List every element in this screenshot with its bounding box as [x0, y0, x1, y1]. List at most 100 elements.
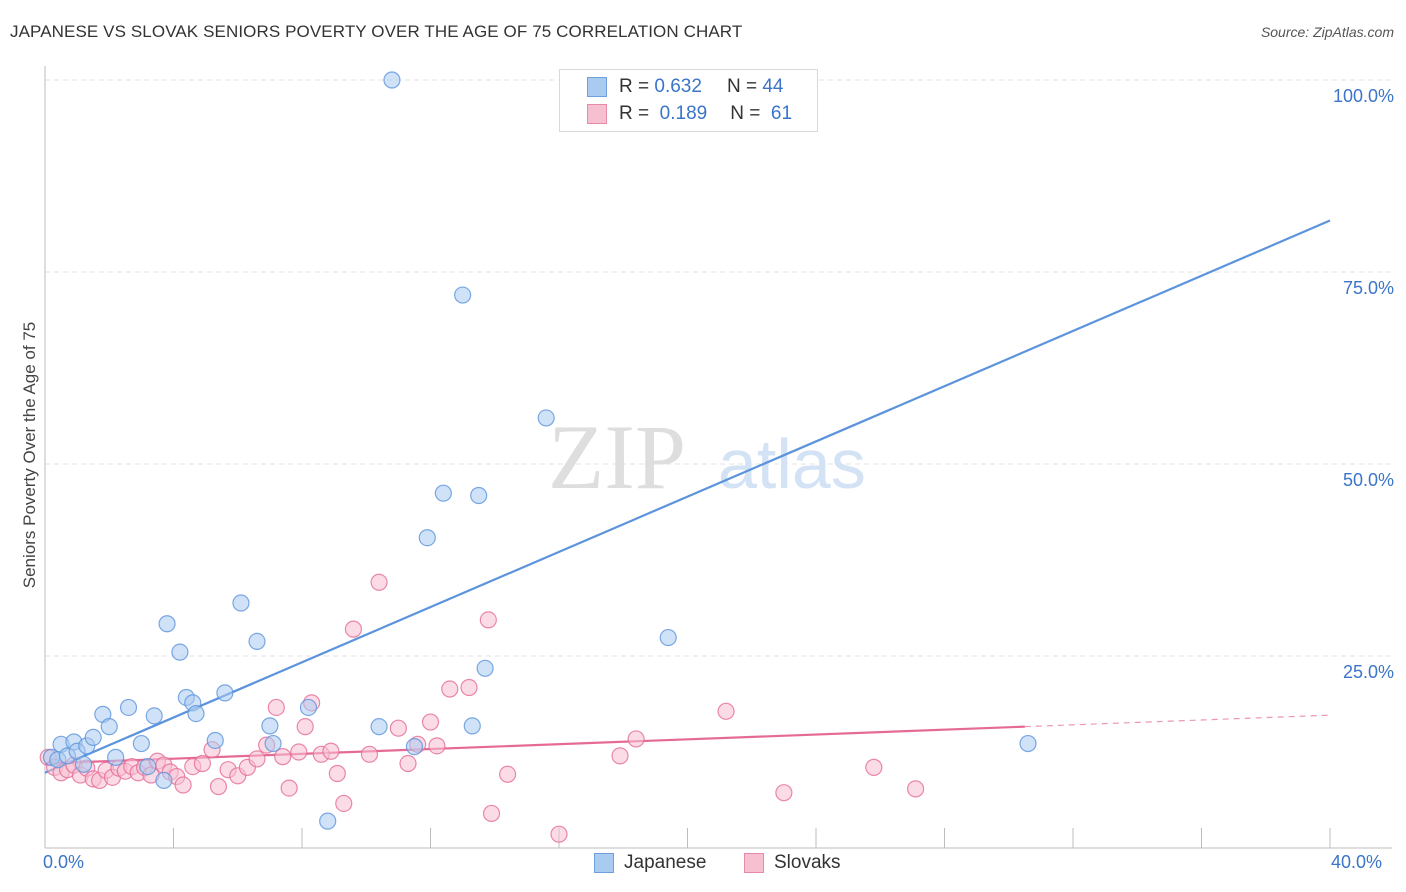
legend-n-value-japanese: 44	[762, 76, 784, 97]
bottom-legend-label-slovaks: Slovaks	[774, 852, 841, 873]
legend-r-label: R =	[619, 76, 650, 97]
data-point-japanese	[187, 704, 205, 723]
bottom-legend: Japanese Slovaks	[0, 852, 1406, 878]
data-point-japanese	[171, 643, 189, 661]
legend-n-label: N =	[730, 103, 761, 124]
data-point-japanese	[145, 707, 163, 725]
data-point-slovaks	[290, 743, 308, 761]
watermark-atlas: atlas	[718, 425, 866, 503]
trend-line-japanese	[44, 219, 1331, 774]
data-point-japanese	[158, 615, 176, 633]
data-point-japanese	[537, 409, 555, 427]
source-label: Source: ZipAtlas.com	[1260, 24, 1394, 40]
bottom-legend-slovaks: Slovaks	[744, 852, 841, 874]
data-point-slovaks	[421, 713, 440, 731]
data-point-japanese	[476, 659, 494, 677]
data-point-japanese	[463, 717, 481, 735]
data-point-slovaks	[296, 718, 314, 736]
data-point-japanese	[119, 698, 138, 717]
data-point-japanese	[132, 734, 150, 753]
data-point-japanese	[370, 718, 388, 736]
axes	[44, 66, 1392, 849]
data-point-japanese	[139, 757, 157, 776]
data-point-japanese	[383, 71, 401, 89]
data-point-japanese	[299, 698, 318, 717]
y-tick-label: 100.0%	[1332, 86, 1394, 106]
legend-n-label: N =	[726, 76, 758, 97]
data-point-japanese	[418, 529, 436, 547]
watermark-zip: ZIP	[548, 406, 686, 508]
data-point-slovaks	[267, 698, 285, 717]
data-point-japanese	[206, 731, 224, 750]
data-point-slovaks	[611, 747, 629, 765]
legend-r-value-japanese: 0.632	[654, 76, 702, 97]
data-point-japanese	[216, 684, 234, 702]
legend-swatch-slovaks	[587, 104, 607, 124]
legend-r-value-slovaks: 0.189	[659, 103, 708, 124]
watermark: ZIP atlas	[548, 406, 866, 508]
data-point-slovaks	[248, 750, 266, 768]
data-point-japanese	[107, 748, 125, 766]
data-point-slovaks	[280, 779, 298, 797]
y-tick-label: 25.0%	[1342, 662, 1394, 682]
data-point-japanese	[405, 738, 424, 756]
gridlines	[45, 79, 1392, 657]
data-point-japanese	[100, 718, 118, 736]
data-point-slovaks	[775, 784, 793, 802]
data-point-japanese	[1019, 734, 1037, 753]
x-tick-label-min: 0.0%	[43, 852, 85, 872]
chart-title: JAPANESE VS SLOVAK SENIORS POVERTY OVER …	[10, 22, 743, 41]
legend-row-japanese: R = 0.632 N = 44	[587, 74, 783, 100]
data-point-japanese	[264, 734, 282, 753]
data-point-japanese	[155, 771, 173, 790]
data-point-japanese	[470, 486, 488, 505]
data-point-japanese	[74, 755, 93, 773]
data-point-slovaks	[174, 776, 192, 794]
data-point-japanese	[84, 728, 102, 747]
bottom-legend-label-japanese: Japanese	[624, 852, 707, 873]
data-point-japanese	[659, 628, 677, 647]
data-point-slovaks	[322, 742, 340, 760]
legend-row-slovaks: R = 0.189 N = 61	[587, 101, 792, 127]
data-point-japanese	[454, 286, 472, 304]
series-japanese	[42, 71, 1037, 830]
data-point-slovaks	[399, 754, 417, 773]
legend-n-value-slovaks: 61	[770, 103, 793, 124]
y-tick-label: 75.0%	[1342, 278, 1394, 298]
data-point-japanese	[232, 594, 250, 612]
data-point-slovaks	[209, 777, 228, 796]
data-point-japanese	[261, 717, 279, 735]
trend-lines	[44, 219, 1331, 774]
data-point-slovaks	[441, 680, 459, 698]
trend-line-slovaks	[44, 725, 1025, 765]
bottom-legend-swatch-japanese	[594, 853, 614, 873]
trend-line-extension-slovaks	[1024, 714, 1331, 728]
data-point-slovaks	[370, 573, 388, 591]
series-slovaks	[39, 573, 925, 843]
data-point-slovaks	[428, 737, 446, 755]
bottom-legend-japanese: Japanese	[594, 852, 706, 874]
data-point-slovaks	[274, 748, 292, 766]
data-point-slovaks	[460, 678, 478, 697]
data-point-slovaks	[499, 765, 517, 783]
data-point-slovaks	[360, 745, 379, 763]
data-point-slovaks	[865, 758, 883, 776]
x-tick-label-max: 40.0%	[1331, 852, 1383, 872]
data-point-japanese	[248, 632, 266, 651]
legend: R = 0.632 N = 44 R = 0.189 N = 61	[559, 69, 818, 132]
data-point-slovaks	[482, 804, 501, 823]
y-tick-label: 50.0%	[1342, 470, 1394, 490]
data-point-slovaks	[627, 730, 645, 748]
legend-r-label: R =	[619, 103, 650, 124]
data-point-slovaks	[328, 764, 346, 783]
data-point-slovaks	[335, 794, 353, 813]
legend-swatch-japanese	[587, 77, 607, 97]
bottom-legend-swatch-slovaks	[744, 853, 764, 873]
data-point-japanese	[319, 812, 337, 830]
data-point-slovaks	[906, 780, 925, 798]
data-point-slovaks	[479, 611, 497, 629]
data-points	[39, 71, 1037, 843]
data-point-slovaks	[344, 620, 362, 638]
data-point-japanese	[434, 484, 452, 502]
